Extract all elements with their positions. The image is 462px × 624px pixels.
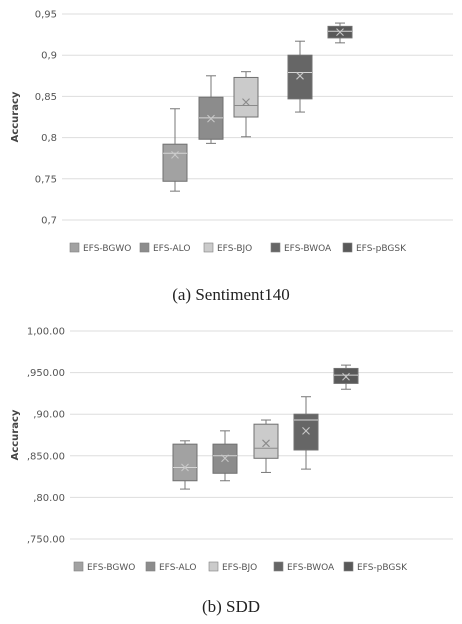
box-efs-bgwo <box>162 108 188 192</box>
box-efs-alo <box>212 430 238 482</box>
mean-marker <box>171 151 179 159</box>
legend-item-efs-alo: EFS-ALO <box>153 244 190 254</box>
y-tick-label: ,750.00 <box>27 535 65 546</box>
box-body <box>233 76 259 118</box>
legend: EFS-BGWO EFS-ALO EFS-BJO EFS-BWOA EFS-pBGSK <box>69 242 407 254</box>
box-body <box>162 143 188 182</box>
box-efs-bjo <box>233 71 259 138</box>
box-efs-bwoa <box>287 40 313 113</box>
mean-marker <box>296 71 304 80</box>
legend-item-efs-bgwo: EFS-BGWO <box>83 244 131 254</box>
legend-item-efs-pbgsk: EFS-pBGSK <box>356 244 407 254</box>
legend: EFS-BGWO EFS-ALO EFS-BJO EFS-BWOA EFS-pBGSK <box>73 561 408 573</box>
box-efs-bjo <box>253 419 279 473</box>
legend-swatch <box>203 242 214 253</box>
legend-swatch <box>208 561 219 572</box>
legend-swatch <box>270 242 281 253</box>
box-body <box>333 367 359 384</box>
legend-item-efs-bwoa: EFS-BWOA <box>284 244 332 254</box>
legend-item-efs-bjo: EFS-BJO <box>222 563 257 573</box>
chart-2: ,750.00 ,80.00 ,850.00 ,90.00 ,950.00 1,00.00… <box>10 327 453 616</box>
chart-caption: (b) SDD <box>202 597 260 616</box>
mean-marker <box>181 463 189 472</box>
y-axis-label: Accuracy <box>10 409 21 460</box>
legend-item-efs-bwoa: EFS-BWOA <box>287 563 335 573</box>
y-tick-label: 0,75 <box>35 174 57 185</box>
legend-item-efs-alo: EFS-ALO <box>159 563 196 573</box>
legend-item-efs-pbgsk: EFS-pBGSK <box>357 563 408 573</box>
y-tick-label: 0,7 <box>41 216 57 227</box>
y-tick-label: ,950.00 <box>27 368 65 379</box>
mean-marker <box>242 98 250 107</box>
y-tick-label: 0,8 <box>41 133 57 144</box>
mean-marker <box>207 114 215 123</box>
y-tick-label: 1,00.00 <box>27 327 65 338</box>
box-efs-alo <box>198 75 224 144</box>
y-tick-label: 0,9 <box>41 51 57 62</box>
legend-swatch <box>69 242 80 253</box>
y-tick-label: ,850.00 <box>27 451 65 462</box>
y-tick-label: ,80.00 <box>33 493 65 504</box>
y-tick-label: ,90.00 <box>33 410 65 421</box>
legend-swatch <box>342 242 353 253</box>
legend-item-efs-bjo: EFS-BJO <box>217 244 252 254</box>
box-efs-pbgsk <box>327 22 353 44</box>
box-body <box>172 443 198 482</box>
box-body <box>253 423 279 459</box>
legend-swatch <box>145 561 156 572</box>
mean-marker <box>302 426 310 435</box>
legend-item-efs-bgwo: EFS-BGWO <box>87 563 135 573</box>
y-tick-label: 0,95 <box>35 10 57 21</box>
box-body <box>287 54 313 100</box>
mean-marker <box>262 439 270 448</box>
box-efs-pbgsk <box>333 364 359 390</box>
legend-swatch <box>139 242 150 253</box>
chart-caption: (a) Sentiment140 <box>172 285 290 304</box>
mean-marker <box>221 454 229 463</box>
legend-swatch <box>73 561 84 572</box>
box-efs-bgwo <box>172 440 198 490</box>
y-axis-label: Accuracy <box>10 91 21 142</box>
box-efs-bwoa <box>293 396 319 470</box>
mean-marker <box>336 28 344 37</box>
legend-swatch <box>343 561 354 572</box>
mean-marker <box>342 372 350 381</box>
legend-swatch <box>273 561 284 572</box>
y-tick-label: 0,85 <box>35 92 57 103</box>
